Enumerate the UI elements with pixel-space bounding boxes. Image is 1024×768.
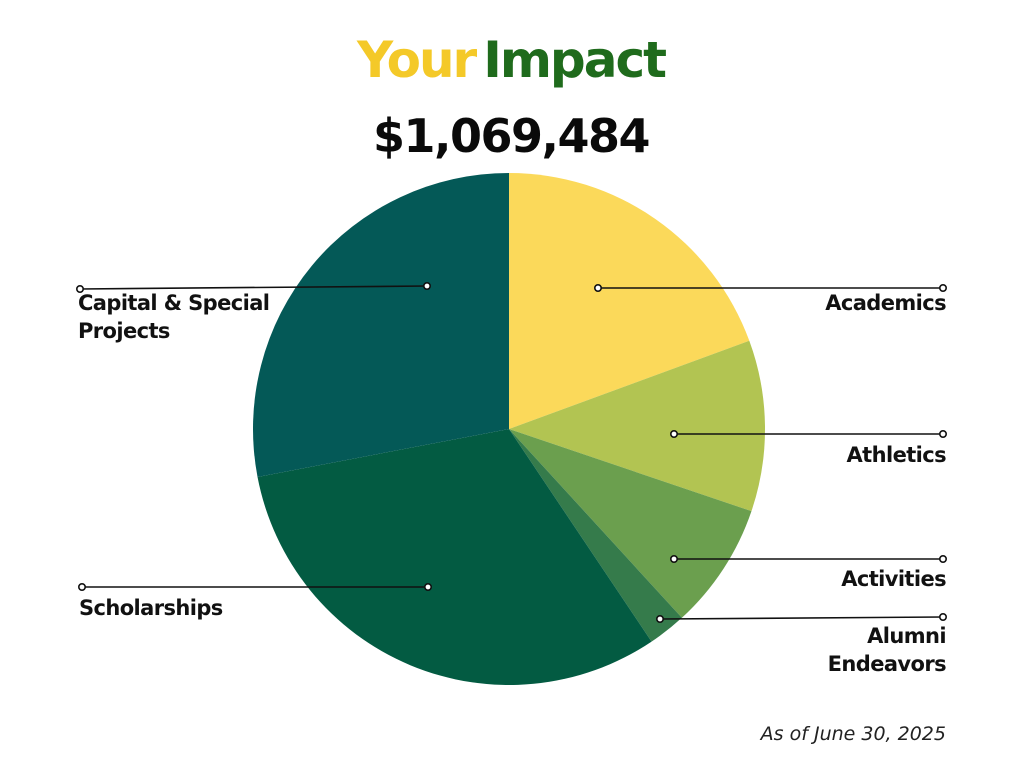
pie-slice-scholarships bbox=[257, 429, 652, 686]
slice-labels: Academics Athletics Activities Alumni Endeav… bbox=[76, 281, 947, 676]
slice-label-line: Endeavors bbox=[828, 652, 946, 676]
leader-dot-outer-academics bbox=[938, 283, 947, 292]
pie-slice-athletics bbox=[509, 340, 766, 512]
pie-slices bbox=[252, 173, 766, 686]
slice-label-alumni-endeavors: Alumni Endeavors bbox=[828, 624, 946, 676]
pie-slice-capital-and-special-projects bbox=[252, 173, 509, 477]
leader-dot-inner-academics bbox=[593, 283, 602, 292]
pie-slice-academics bbox=[509, 173, 750, 429]
slice-label-capital-and-special-projects: Capital & Special Projects bbox=[78, 291, 269, 343]
slice-label-line: Alumni bbox=[867, 624, 946, 648]
leader-dot-outer-activities bbox=[938, 554, 947, 563]
leader-dot-outer-capital-and-special-projects bbox=[76, 284, 85, 293]
slice-label-line: Projects bbox=[78, 319, 170, 343]
leader-line-alumni-endeavors bbox=[659, 616, 944, 620]
leader-dot-inner-scholarships bbox=[423, 582, 432, 591]
chart-title: Your Impact bbox=[356, 31, 666, 89]
as-of-date: As of June 30, 2025 bbox=[759, 723, 946, 745]
slice-label-line: Activities bbox=[841, 567, 946, 591]
leader-dot-inner-athletics bbox=[669, 429, 678, 438]
pie-slice-alumni-endeavors bbox=[509, 429, 682, 642]
leader-dot-outer-athletics bbox=[938, 429, 947, 438]
leader-dot-outer-alumni-endeavors bbox=[938, 612, 947, 621]
slice-label-academics: Academics bbox=[825, 291, 946, 315]
slice-label-line: Scholarships bbox=[79, 596, 223, 620]
slice-label-scholarships: Scholarships bbox=[79, 596, 223, 620]
title-word-your: Your bbox=[356, 31, 478, 89]
pie-slice-activities bbox=[509, 429, 752, 618]
leader-dot-inner-activities bbox=[669, 554, 678, 563]
leader-dot-inner-alumni-endeavors bbox=[655, 614, 664, 623]
slice-label-line: Capital & Special bbox=[78, 291, 269, 315]
total-amount: $1,069,484 bbox=[373, 109, 649, 163]
title-word-impact: Impact bbox=[483, 31, 666, 89]
slice-label-activities: Activities bbox=[841, 567, 946, 591]
slice-label-line: Academics bbox=[825, 291, 946, 315]
slice-label-athletics: Athletics bbox=[847, 443, 947, 467]
leader-line-capital-and-special-projects bbox=[79, 285, 428, 290]
slice-label-line: Athletics bbox=[847, 443, 947, 467]
leader-dot-outer-scholarships bbox=[78, 582, 87, 591]
leader-dot-inner-capital-and-special-projects bbox=[422, 281, 431, 290]
